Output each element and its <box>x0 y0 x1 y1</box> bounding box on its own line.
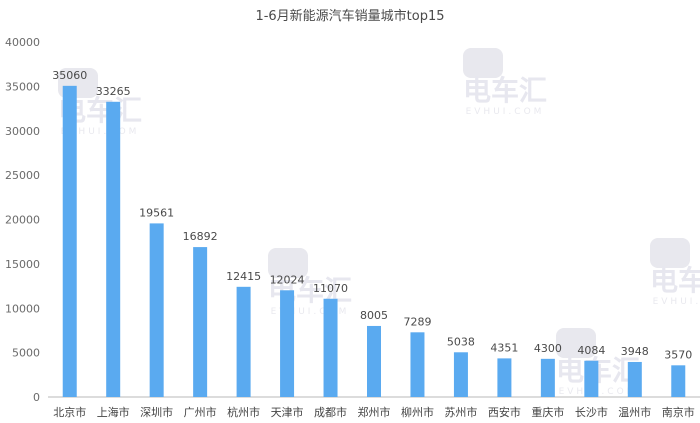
watermark-brand-text: 电车汇 <box>463 74 547 107</box>
bar-value-label: 19561 <box>139 206 174 219</box>
y-axis: 0 5000 10000 15000 20000 25000 30000 35000 40000 <box>5 36 40 404</box>
watermark-sub-text: EVHUI.COM <box>653 297 700 307</box>
bar[interactable] <box>367 325 381 397</box>
bar[interactable] <box>453 352 468 397</box>
data-labels-group: 35060 33265 19561 16892 12415 12024 11070 8005 7… <box>52 69 692 361</box>
chart-title: 1-6月新能源汽车销量城市top15 <box>255 8 444 24</box>
bar[interactable] <box>193 247 208 397</box>
y-tick-label: 0 <box>33 391 40 404</box>
bar-value-label: 7289 <box>403 315 431 328</box>
x-tick-label: 广州市 <box>184 405 217 419</box>
x-tick-label: 长沙市 <box>575 405 608 419</box>
bar[interactable] <box>627 361 642 397</box>
x-tick-label: 南京市 <box>662 405 695 419</box>
bar[interactable] <box>323 298 338 397</box>
bars-group <box>62 85 686 397</box>
watermark-mark-icon <box>268 248 308 278</box>
bar-value-label: 16892 <box>183 230 218 243</box>
bar[interactable] <box>62 85 77 397</box>
y-tick-label: 20000 <box>5 214 40 227</box>
bar-value-label: 4351 <box>490 341 518 354</box>
bar-value-label: 11070 <box>313 282 348 295</box>
watermark-mark-icon <box>650 238 690 268</box>
bar-value-label: 4300 <box>534 342 562 355</box>
watermark-sub-text: EVHUI.COM <box>61 127 140 137</box>
bar[interactable] <box>236 286 251 397</box>
y-tick-label: 15000 <box>5 258 40 271</box>
watermark-brand-text: 电车汇 <box>650 264 700 297</box>
bar-value-label: 33265 <box>96 85 131 98</box>
bar[interactable] <box>540 358 555 397</box>
bar[interactable] <box>671 365 686 397</box>
x-tick-label: 温州市 <box>618 405 651 419</box>
x-tick-label: 郑州市 <box>358 405 391 419</box>
x-tick-label: 成都市 <box>314 405 347 419</box>
y-tick-label: 35000 <box>5 80 40 93</box>
x-tick-label: 杭州市 <box>227 405 260 419</box>
watermark-mark-icon <box>556 328 596 358</box>
bar-value-label: 5038 <box>447 335 475 348</box>
bar[interactable] <box>497 358 512 397</box>
y-tick-label: 30000 <box>5 125 40 138</box>
x-tick-label: 深圳市 <box>140 405 173 419</box>
x-tick-label: 柳州市 <box>401 405 434 419</box>
y-tick-label: 10000 <box>5 302 40 315</box>
x-tick-label: 西安市 <box>488 405 521 419</box>
y-tick-label: 40000 <box>5 36 40 49</box>
y-tick-label: 5000 <box>12 347 40 360</box>
bar[interactable] <box>280 290 295 397</box>
x-axis-labels: 北京市 上海市 深圳市 广州市 杭州市 天津市 成都市 郑州市 柳州市 苏州市 西安市 重庆市 长沙市温… <box>53 405 695 419</box>
bar-value-label: 4084 <box>577 344 605 357</box>
bar-value-label: 35060 <box>52 69 87 82</box>
bar-value-label: 12415 <box>226 270 261 283</box>
bar[interactable] <box>106 101 121 397</box>
bar-value-label: 12024 <box>270 273 305 286</box>
bar[interactable] <box>149 223 164 397</box>
watermark-sub-text: EVHUI.COM <box>466 107 545 117</box>
watermark-sub-text: EVHUI.COM <box>271 307 350 317</box>
x-tick-label: 上海市 <box>97 405 130 419</box>
watermark-mark-icon <box>463 48 503 78</box>
bar-value-label: 3948 <box>621 345 649 358</box>
x-tick-label: 北京市 <box>53 405 86 419</box>
bar[interactable] <box>584 360 599 397</box>
bar-value-label: 8005 <box>360 309 388 322</box>
bar-value-label: 3570 <box>664 348 692 361</box>
x-tick-label: 重庆市 <box>531 405 564 419</box>
y-tick-label: 25000 <box>5 169 40 182</box>
bar[interactable] <box>410 332 425 397</box>
x-tick-label: 天津市 <box>271 405 304 419</box>
x-tick-label: 苏州市 <box>444 405 477 419</box>
